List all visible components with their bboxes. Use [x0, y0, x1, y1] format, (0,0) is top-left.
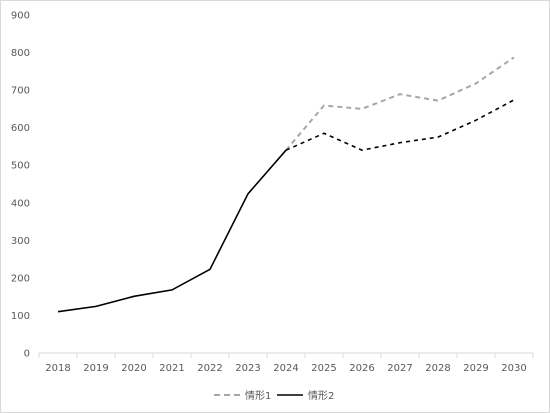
- x-axis: 2018 2019 2020 2021 2022 2023 2024 2025 2026 2027…: [38, 352, 534, 374]
- legend: 情形1 情形2: [214, 389, 334, 402]
- legend-label-series-1: 情形1: [245, 389, 271, 402]
- y-tick-label: 800: [11, 48, 30, 59]
- x-tick-label: 2024: [273, 363, 298, 374]
- y-tick-label: 900: [11, 11, 30, 22]
- x-tick-label: 2023: [235, 363, 260, 374]
- series-2-line: [57, 149, 287, 313]
- series-2-projection-line: [285, 99, 515, 152]
- x-tick-label: 2022: [197, 363, 222, 374]
- y-tick-label: 200: [11, 273, 30, 284]
- x-tick-label: 2025: [311, 363, 336, 374]
- y-tick-label: 100: [11, 311, 30, 322]
- x-tick-label: 2030: [501, 363, 526, 374]
- y-tick-label: 300: [11, 236, 30, 247]
- legend-label-series-2: 情形2: [308, 389, 334, 402]
- x-tick-label: 2018: [45, 363, 70, 374]
- series-1-line: [285, 56, 515, 151]
- y-tick-label: 600: [11, 123, 30, 134]
- x-tick-label: 2020: [121, 363, 146, 374]
- y-tick-label: 500: [11, 161, 30, 172]
- series-lines: [57, 56, 515, 313]
- x-tick-label: 2027: [387, 363, 412, 374]
- x-tick-label: 2019: [83, 363, 108, 374]
- y-tick-label: 700: [11, 86, 30, 97]
- y-tick-label: 0: [24, 349, 30, 360]
- y-axis-ticks: 0 100 200 300 400 500 600 700 800 900: [11, 11, 30, 360]
- x-tick-label: 2029: [463, 363, 488, 374]
- x-tick-label: 2028: [425, 363, 450, 374]
- x-tick-label: 2021: [159, 363, 184, 374]
- y-tick-label: 400: [11, 198, 30, 209]
- x-tick-label: 2026: [349, 363, 374, 374]
